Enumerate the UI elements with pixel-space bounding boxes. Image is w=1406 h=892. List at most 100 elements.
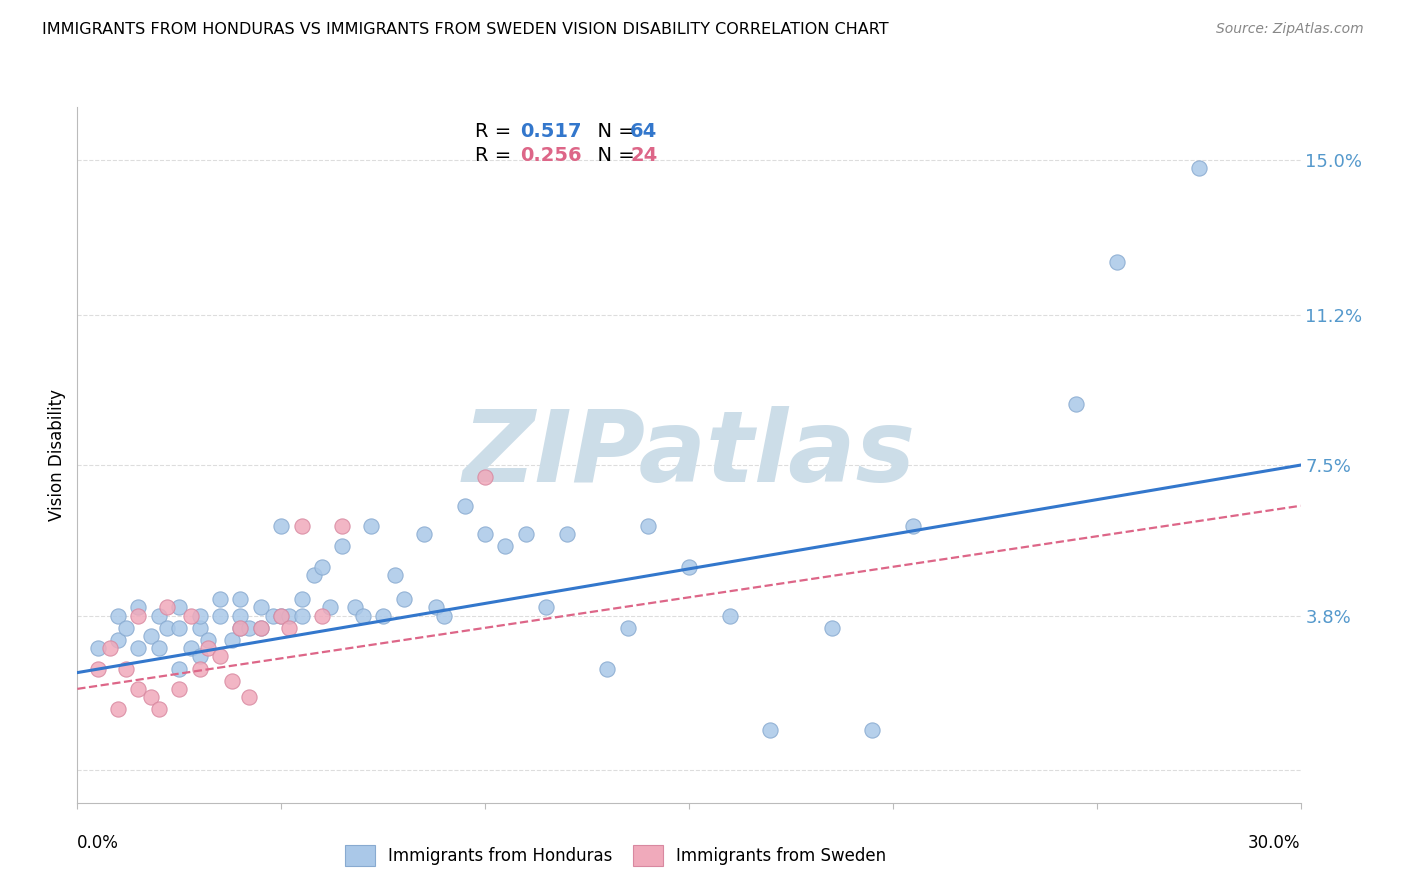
Text: 64: 64 <box>630 122 658 141</box>
Point <box>453 499 475 513</box>
Point <box>290 608 312 623</box>
Point <box>180 608 202 623</box>
Point <box>188 608 211 623</box>
Point <box>270 519 292 533</box>
Text: Source: ZipAtlas.com: Source: ZipAtlas.com <box>1216 22 1364 37</box>
Point <box>311 559 333 574</box>
Point <box>127 608 149 623</box>
Point <box>156 600 179 615</box>
Point <box>169 600 191 615</box>
Point <box>250 621 273 635</box>
Text: N =: N = <box>585 122 641 141</box>
Text: 0.517: 0.517 <box>520 122 582 141</box>
Text: R =: R = <box>475 122 517 141</box>
Point <box>534 600 557 615</box>
Text: 0.256: 0.256 <box>520 146 582 165</box>
Text: 30.0%: 30.0% <box>1249 834 1301 852</box>
Point <box>188 649 211 664</box>
Point <box>821 621 844 635</box>
Point <box>208 592 231 607</box>
Point <box>250 600 273 615</box>
Point <box>115 661 138 675</box>
Point <box>169 621 191 635</box>
Point <box>360 519 382 533</box>
Point <box>903 519 925 533</box>
Point <box>197 633 219 648</box>
Point <box>262 608 284 623</box>
Point <box>413 527 436 541</box>
Point <box>148 702 170 716</box>
Point <box>371 608 394 623</box>
Point <box>862 723 884 737</box>
Point <box>180 641 202 656</box>
Point <box>311 608 333 623</box>
Text: IMMIGRANTS FROM HONDURAS VS IMMIGRANTS FROM SWEDEN VISION DISABILITY CORRELATION: IMMIGRANTS FROM HONDURAS VS IMMIGRANTS F… <box>42 22 889 37</box>
Point <box>229 592 252 607</box>
Point <box>617 621 640 635</box>
Text: R =: R = <box>475 146 517 165</box>
Point <box>1066 397 1088 411</box>
Point <box>188 621 211 635</box>
Point <box>221 633 243 648</box>
Point <box>87 641 110 656</box>
Point <box>270 608 292 623</box>
Point <box>759 723 782 737</box>
Point <box>392 592 415 607</box>
Text: ZIPatlas: ZIPatlas <box>463 407 915 503</box>
Point <box>678 559 700 574</box>
Point <box>302 568 325 582</box>
Point <box>169 681 191 696</box>
Point <box>127 681 149 696</box>
Point <box>156 621 179 635</box>
Point <box>208 608 231 623</box>
Point <box>169 661 191 675</box>
Point <box>139 629 162 643</box>
Legend: Immigrants from Honduras, Immigrants from Sweden: Immigrants from Honduras, Immigrants fro… <box>336 837 894 874</box>
Point <box>433 608 456 623</box>
Point <box>107 702 129 716</box>
Text: 24: 24 <box>630 146 658 165</box>
Point <box>474 527 496 541</box>
Point <box>637 519 659 533</box>
Point <box>148 608 170 623</box>
Point <box>1107 254 1129 268</box>
Point <box>127 641 149 656</box>
Point <box>229 608 252 623</box>
Point <box>332 519 354 533</box>
Point <box>555 527 578 541</box>
Point <box>425 600 447 615</box>
Point <box>384 568 406 582</box>
Point <box>495 540 517 554</box>
Y-axis label: Vision Disability: Vision Disability <box>48 389 66 521</box>
Point <box>229 621 252 635</box>
Point <box>250 621 273 635</box>
Point <box>319 600 342 615</box>
Point <box>290 519 312 533</box>
Point <box>278 608 301 623</box>
Point <box>718 608 741 623</box>
Point <box>1187 161 1209 175</box>
Point <box>208 649 231 664</box>
Point <box>188 661 211 675</box>
Point <box>115 621 138 635</box>
Point <box>278 621 301 635</box>
Point <box>332 540 354 554</box>
Point <box>98 641 121 656</box>
Point <box>515 527 537 541</box>
Point <box>197 641 219 656</box>
Point <box>139 690 162 704</box>
Point <box>474 470 496 484</box>
Point <box>127 600 149 615</box>
Point <box>238 690 260 704</box>
Text: N =: N = <box>585 146 641 165</box>
Point <box>229 621 252 635</box>
Point <box>87 661 110 675</box>
Point <box>221 673 243 688</box>
Point <box>107 608 129 623</box>
Point <box>238 621 260 635</box>
Point <box>148 641 170 656</box>
Point <box>290 592 312 607</box>
Point <box>107 633 129 648</box>
Text: 0.0%: 0.0% <box>77 834 120 852</box>
Point <box>352 608 374 623</box>
